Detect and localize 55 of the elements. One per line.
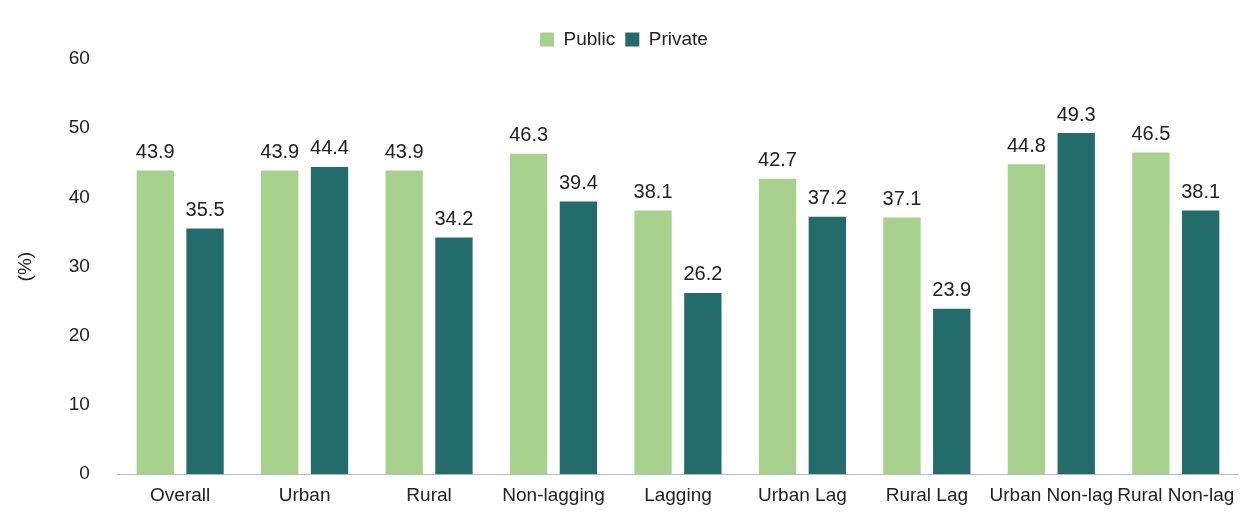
bar (186, 228, 224, 475)
legend-label: Public (563, 27, 616, 49)
y-tick-label: 0 (79, 462, 90, 484)
bar (808, 216, 846, 475)
x-tick-label: Non-lagging (502, 483, 605, 505)
bar (385, 170, 423, 475)
y-tick-label: 20 (68, 324, 90, 346)
bar (883, 217, 921, 475)
x-tick-label: Urban Non-lag (989, 483, 1114, 505)
bar (435, 237, 473, 475)
data-label: 23.9 (932, 278, 972, 301)
bar (136, 170, 174, 475)
data-label: 43.9 (384, 139, 424, 162)
data-label: 44.8 (1006, 133, 1046, 156)
bar (261, 170, 299, 475)
y-tick-label: 30 (68, 254, 90, 276)
bar (758, 178, 797, 475)
bar (1182, 210, 1220, 475)
bar (1057, 133, 1095, 475)
x-tick-label: Lagging (644, 483, 712, 505)
bar (1007, 164, 1046, 475)
x-tick-label: Rural Lag (885, 483, 969, 505)
bar (509, 153, 548, 475)
data-label: 49.3 (1056, 102, 1096, 125)
data-label: 38.1 (633, 180, 673, 203)
y-axis-title: (%) (13, 251, 35, 282)
data-label: 39.4 (558, 171, 598, 194)
data-label: 34.2 (434, 207, 474, 230)
data-label: 42.7 (758, 148, 797, 171)
data-label: 26.2 (683, 262, 723, 285)
data-label: 43.9 (260, 139, 300, 162)
data-label: 44.4 (310, 136, 349, 159)
bar (933, 308, 971, 475)
bar (559, 201, 598, 475)
legend-label: Private (648, 27, 708, 49)
bar (1132, 152, 1170, 475)
x-tick-label: Urban Lag (758, 483, 847, 505)
x-tick-label: Urban (278, 483, 331, 505)
data-label: 38.1 (1181, 180, 1221, 203)
bar (310, 166, 349, 475)
x-tick-label: Rural Non-lag (1117, 483, 1235, 505)
x-tick-label: Overall (150, 483, 211, 505)
data-label: 37.1 (882, 186, 922, 209)
data-label: 46.5 (1131, 121, 1171, 144)
bar (684, 292, 722, 475)
data-label: 35.5 (185, 198, 225, 221)
data-label: 37.2 (807, 186, 847, 209)
y-tick-label: 60 (68, 47, 90, 69)
bar (634, 210, 672, 475)
x-tick-label: Rural (406, 483, 452, 505)
y-tick-label: 10 (68, 393, 90, 415)
y-tick-label: 40 (68, 185, 90, 207)
data-label: 46.3 (509, 123, 549, 146)
data-label: 43.9 (135, 139, 175, 162)
y-tick-label: 50 (68, 116, 90, 138)
